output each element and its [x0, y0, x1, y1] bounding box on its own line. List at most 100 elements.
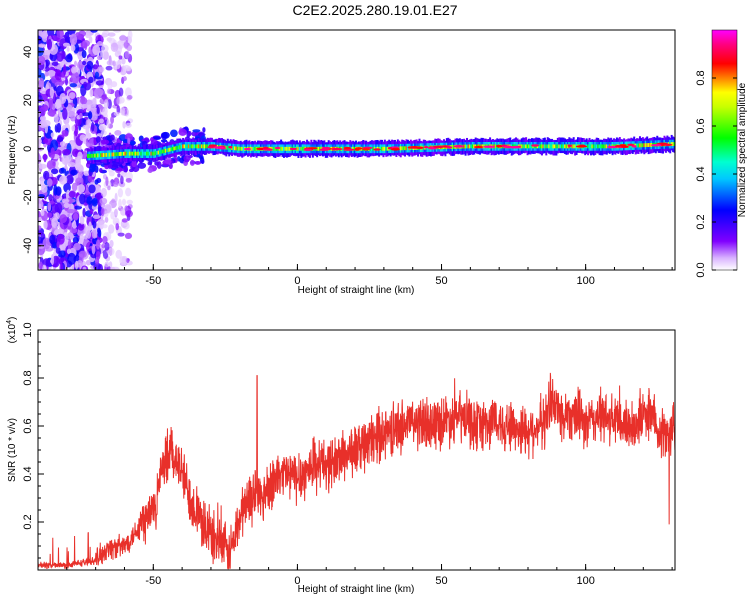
heatmap-cell — [597, 144, 600, 149]
heatmap-cell — [539, 144, 542, 149]
heatmap-cell — [281, 146, 284, 151]
heatmap-cell — [243, 147, 252, 151]
y-tick-label: 1.0 — [22, 322, 34, 337]
heatmap-cell — [42, 258, 51, 267]
heatmap-cell — [342, 146, 345, 151]
heatmap-cell — [451, 144, 454, 149]
heatmap-cell — [552, 144, 555, 149]
heatmap-cell — [118, 198, 122, 209]
heatmap-cell — [146, 151, 149, 156]
heatmap-cell — [66, 174, 74, 185]
heatmap-cell — [316, 146, 319, 151]
heatmap-cell — [95, 136, 101, 143]
heatmap-cell — [208, 144, 217, 147]
heatmap-cell — [83, 170, 90, 176]
heatmap-cell — [120, 175, 124, 185]
heatmap-cell — [56, 37, 61, 42]
heatmap-cell — [672, 142, 675, 146]
heatmap-cell — [199, 144, 202, 149]
heatmap-cell — [562, 144, 565, 149]
heatmap-cell — [62, 107, 68, 120]
heatmap-cell — [125, 122, 132, 128]
heatmap-cell — [82, 207, 86, 218]
heatmap-cell — [69, 83, 78, 88]
heatmap-cell — [254, 146, 257, 151]
heatmap-cell — [107, 266, 111, 270]
heatmap-cell — [561, 144, 564, 149]
heatmap-cell — [85, 259, 91, 266]
heatmap-cell — [588, 144, 591, 149]
heatmap-cell — [125, 210, 133, 218]
heatmap-cell — [228, 145, 233, 149]
heatmap-cell — [73, 205, 83, 210]
heatmap-cell — [67, 197, 73, 204]
heatmap-cell — [112, 152, 115, 157]
heatmap-cell — [131, 160, 137, 168]
heatmap-cell — [46, 30, 55, 37]
heatmap-cell — [65, 54, 73, 63]
heatmap-cell — [137, 162, 147, 169]
heatmap-cell — [595, 144, 598, 149]
heatmap-cell — [406, 146, 409, 151]
heatmap-cell — [64, 36, 71, 43]
heatmap-cell — [125, 151, 128, 156]
heatmap-cell — [124, 50, 130, 59]
y-tick-label: -40 — [22, 238, 34, 254]
heatmap-cell — [99, 197, 108, 205]
heatmap-cell — [136, 151, 138, 156]
heatmap-cell — [317, 146, 320, 151]
heatmap-cell — [213, 146, 224, 149]
heatmap-cell — [89, 208, 94, 215]
heatmap-cell — [176, 145, 179, 150]
heatmap-cell — [85, 32, 91, 39]
heatmap-cell — [401, 146, 404, 151]
heatmap-cell — [193, 144, 196, 149]
x-tick-label: -50 — [145, 275, 161, 287]
heatmap-cell — [543, 144, 546, 149]
heatmap-cell — [641, 143, 644, 148]
heatmap-cell — [238, 146, 241, 151]
heatmap-cell — [104, 261, 110, 268]
heatmap-cell — [572, 144, 575, 149]
heatmap-cell — [38, 225, 42, 231]
heatmap-cell — [272, 146, 275, 151]
heatmap-cell — [49, 234, 56, 245]
heatmap-cell — [197, 144, 200, 149]
heatmap-cell — [122, 76, 127, 82]
heatmap-cell — [91, 244, 96, 255]
heatmap-cell — [56, 30, 64, 39]
heatmap-cell — [546, 144, 549, 149]
heatmap-cell — [470, 144, 473, 149]
heatmap-cell — [621, 145, 629, 149]
heatmap-cell — [94, 179, 99, 185]
heatmap-cell — [79, 233, 84, 244]
heatmap-cell — [529, 144, 532, 149]
heatmap-cell — [106, 60, 115, 66]
heatmap-cell — [483, 145, 495, 148]
heatmap-cell — [592, 144, 595, 149]
heatmap-cell — [125, 177, 132, 183]
heatmap-cell — [102, 153, 105, 157]
heatmap-cell — [151, 151, 154, 156]
heatmap-cell — [122, 121, 126, 129]
heatmap-cell — [98, 124, 107, 131]
heatmap-cell — [160, 149, 163, 154]
heatmap-cell — [38, 35, 42, 45]
heatmap-cell — [107, 99, 112, 110]
heatmap-cell — [110, 152, 113, 157]
heatmap-cell — [111, 152, 114, 157]
heatmap-cell — [352, 146, 355, 151]
heatmap-cell — [68, 92, 76, 99]
heatmap-cell — [84, 42, 88, 51]
heatmap-cell — [78, 250, 87, 258]
heatmap-cell — [117, 188, 124, 198]
heatmap-cell — [147, 167, 153, 173]
heatmap-cell — [226, 145, 229, 150]
heatmap-cell — [70, 115, 76, 122]
heatmap-cell — [121, 151, 124, 156]
heatmap-cell — [121, 198, 126, 206]
heatmap-cell — [123, 151, 126, 156]
heatmap-cell — [646, 143, 649, 148]
heatmap-cell — [200, 144, 203, 149]
heatmap-cell — [567, 144, 572, 148]
